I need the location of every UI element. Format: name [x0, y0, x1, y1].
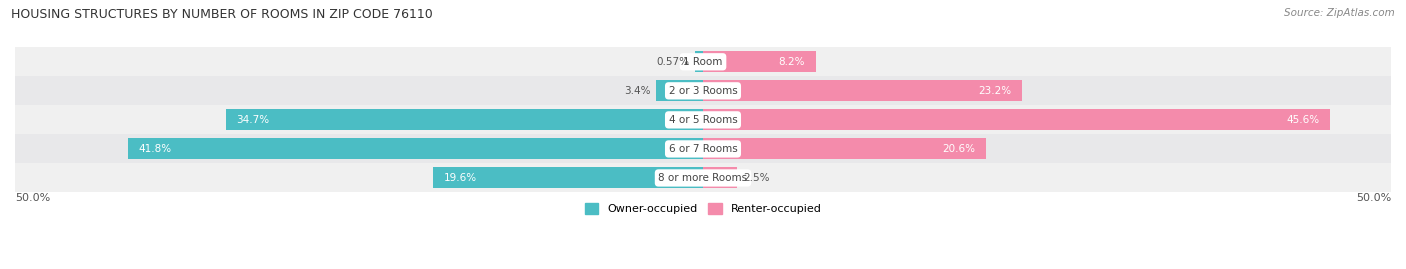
Text: 0.57%: 0.57% [657, 57, 690, 67]
Bar [128, 139, 703, 159]
Bar [433, 168, 703, 188]
Bar [15, 134, 1391, 164]
Text: 2 or 3 Rooms: 2 or 3 Rooms [669, 86, 737, 96]
Text: 50.0%: 50.0% [1355, 193, 1391, 203]
Bar [15, 47, 1391, 76]
Bar [657, 80, 703, 101]
Bar [15, 105, 1391, 134]
Bar [15, 76, 1391, 105]
Text: 19.6%: 19.6% [444, 173, 478, 183]
Text: 34.7%: 34.7% [236, 115, 270, 125]
Text: 1 Room: 1 Room [683, 57, 723, 67]
Bar [703, 51, 815, 72]
Text: 20.6%: 20.6% [942, 144, 976, 154]
Text: 2.5%: 2.5% [742, 173, 769, 183]
Text: HOUSING STRUCTURES BY NUMBER OF ROOMS IN ZIP CODE 76110: HOUSING STRUCTURES BY NUMBER OF ROOMS IN… [11, 8, 433, 21]
Bar [15, 164, 1391, 192]
Text: 45.6%: 45.6% [1286, 115, 1319, 125]
Text: 41.8%: 41.8% [139, 144, 172, 154]
Text: 3.4%: 3.4% [624, 86, 651, 96]
Bar [703, 80, 1022, 101]
Bar [695, 51, 703, 72]
Text: 4 or 5 Rooms: 4 or 5 Rooms [669, 115, 737, 125]
Text: 6 or 7 Rooms: 6 or 7 Rooms [669, 144, 737, 154]
Text: 8 or more Rooms: 8 or more Rooms [658, 173, 748, 183]
Text: 8.2%: 8.2% [779, 57, 804, 67]
Bar [703, 139, 987, 159]
Legend: Owner-occupied, Renter-occupied: Owner-occupied, Renter-occupied [581, 199, 825, 219]
Bar [703, 109, 1330, 130]
Text: 50.0%: 50.0% [15, 193, 51, 203]
Text: Source: ZipAtlas.com: Source: ZipAtlas.com [1284, 8, 1395, 18]
Bar [703, 168, 737, 188]
Text: 23.2%: 23.2% [979, 86, 1011, 96]
Bar [225, 109, 703, 130]
